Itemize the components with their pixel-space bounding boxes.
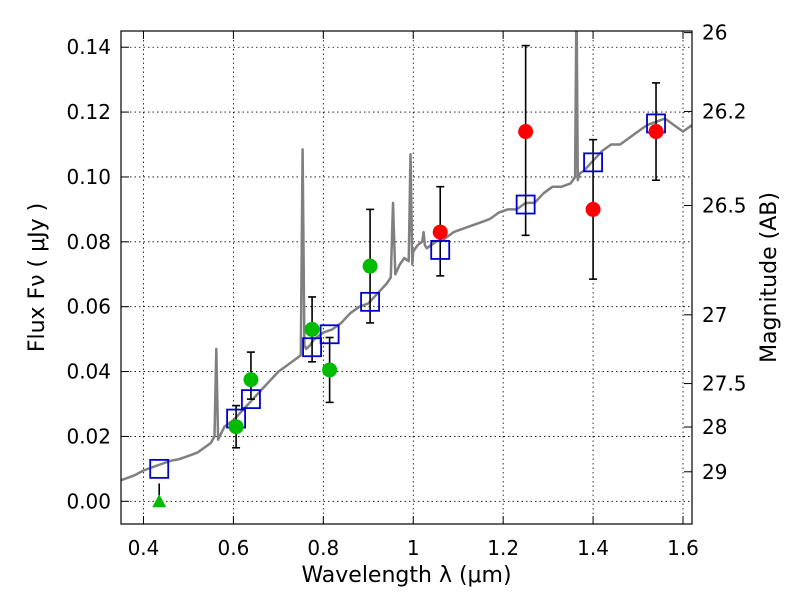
green-detection-point <box>228 419 244 435</box>
upper-limit-triangle <box>152 494 167 508</box>
model-photometry-square <box>360 291 380 312</box>
red-detection-point <box>432 224 448 240</box>
plot-frame <box>120 30 693 525</box>
model-photometry-square <box>515 194 536 215</box>
y2-axis-label: Magnitude (AB) <box>757 192 782 363</box>
error-bars-layer <box>158 44 661 502</box>
green-detection-point <box>243 372 259 388</box>
red-detection-point <box>585 201 601 217</box>
x-tick-label: 1.2 <box>487 536 519 560</box>
x-tick-label: 0.4 <box>128 536 160 560</box>
y2-tick-label: 26.2 <box>702 99 747 123</box>
red-detection-point <box>518 124 534 140</box>
x-tick-label: 0.8 <box>307 536 339 560</box>
y-tick-label: 0.06 <box>66 295 111 319</box>
x-tick-label: 0.6 <box>217 536 249 560</box>
y2-tick-label: 29 <box>702 460 727 484</box>
green-detection-point <box>322 362 338 378</box>
y2-tick-label: 26 <box>702 21 727 45</box>
y-tick-label: 0.14 <box>66 35 111 59</box>
y2-tick-label: 27.5 <box>702 372 747 396</box>
model-photometry-square <box>302 337 322 358</box>
green-detection-point <box>304 321 320 337</box>
y-tick-label: 0.00 <box>66 489 111 513</box>
markers-layer <box>149 113 666 508</box>
model-photometry-square <box>319 324 340 345</box>
y-tick-label: 0.04 <box>66 360 111 384</box>
y2-tick-label: 27 <box>702 303 727 327</box>
x-tick-label: 1 <box>407 536 420 560</box>
x-tick-label: 1.4 <box>577 536 609 560</box>
y-tick-label: 0.08 <box>66 230 111 254</box>
y2-tick-label: 26.5 <box>702 193 747 217</box>
model-photometry-square <box>430 240 451 260</box>
model-photometry-square <box>241 389 261 410</box>
y-axis-label: Flux Fν ( μJy ) <box>25 203 50 352</box>
model-photometry-square <box>583 152 603 173</box>
model-spectrum-line <box>121 31 692 482</box>
x-axis-label: Wavelength λ (μm) <box>301 563 511 588</box>
green-detection-point <box>362 258 378 274</box>
y-tick-label: 0.02 <box>66 424 111 448</box>
model-photometry-square <box>149 458 170 479</box>
red-detection-point <box>648 124 664 140</box>
y-tick-label: 0.12 <box>66 100 111 124</box>
ticks-layer: 0.4 0.6 0.8 1 1.2 1.4 1.6 0.00 0.02 0.04 0.06 0.08 0… <box>66 21 746 560</box>
y2-tick-label: 28 <box>702 415 727 439</box>
y-tick-label: 0.10 <box>66 165 111 189</box>
model-spectrum-layer <box>121 31 692 482</box>
x-tick-label: 1.6 <box>667 536 699 560</box>
